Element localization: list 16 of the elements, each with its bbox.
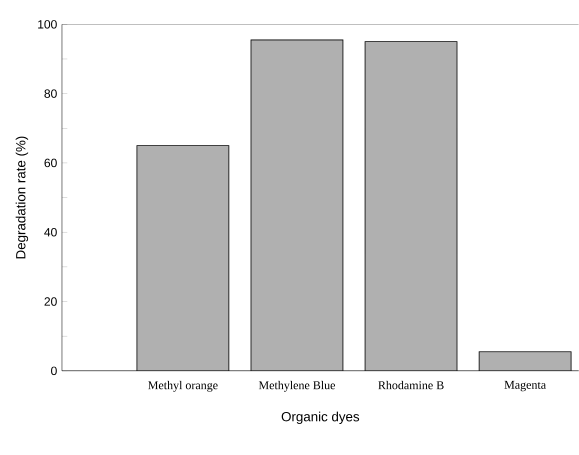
y-tick-label: 40 [44, 228, 57, 237]
x-tick-label: Methylene Blue [258, 380, 336, 392]
y-tick-label: 60 [44, 158, 57, 168]
x-tick-label: Magenta [504, 380, 546, 392]
bar [364, 41, 458, 371]
x-axis-title: Organic dyes [282, 412, 360, 424]
y-tick-label: 20 [44, 297, 57, 306]
y-tick-label: 100 [38, 20, 57, 29]
y-tick-label: 0 [51, 366, 57, 376]
bar [478, 351, 572, 371]
bar [250, 40, 344, 371]
bar [136, 145, 230, 371]
y-axis-title: Degradation rate (%) [16, 136, 28, 258]
y-tick-label: 80 [44, 89, 57, 98]
x-tick-label: Methyl orange [148, 380, 218, 392]
x-tick-label: Rhodamine B [378, 380, 444, 390]
